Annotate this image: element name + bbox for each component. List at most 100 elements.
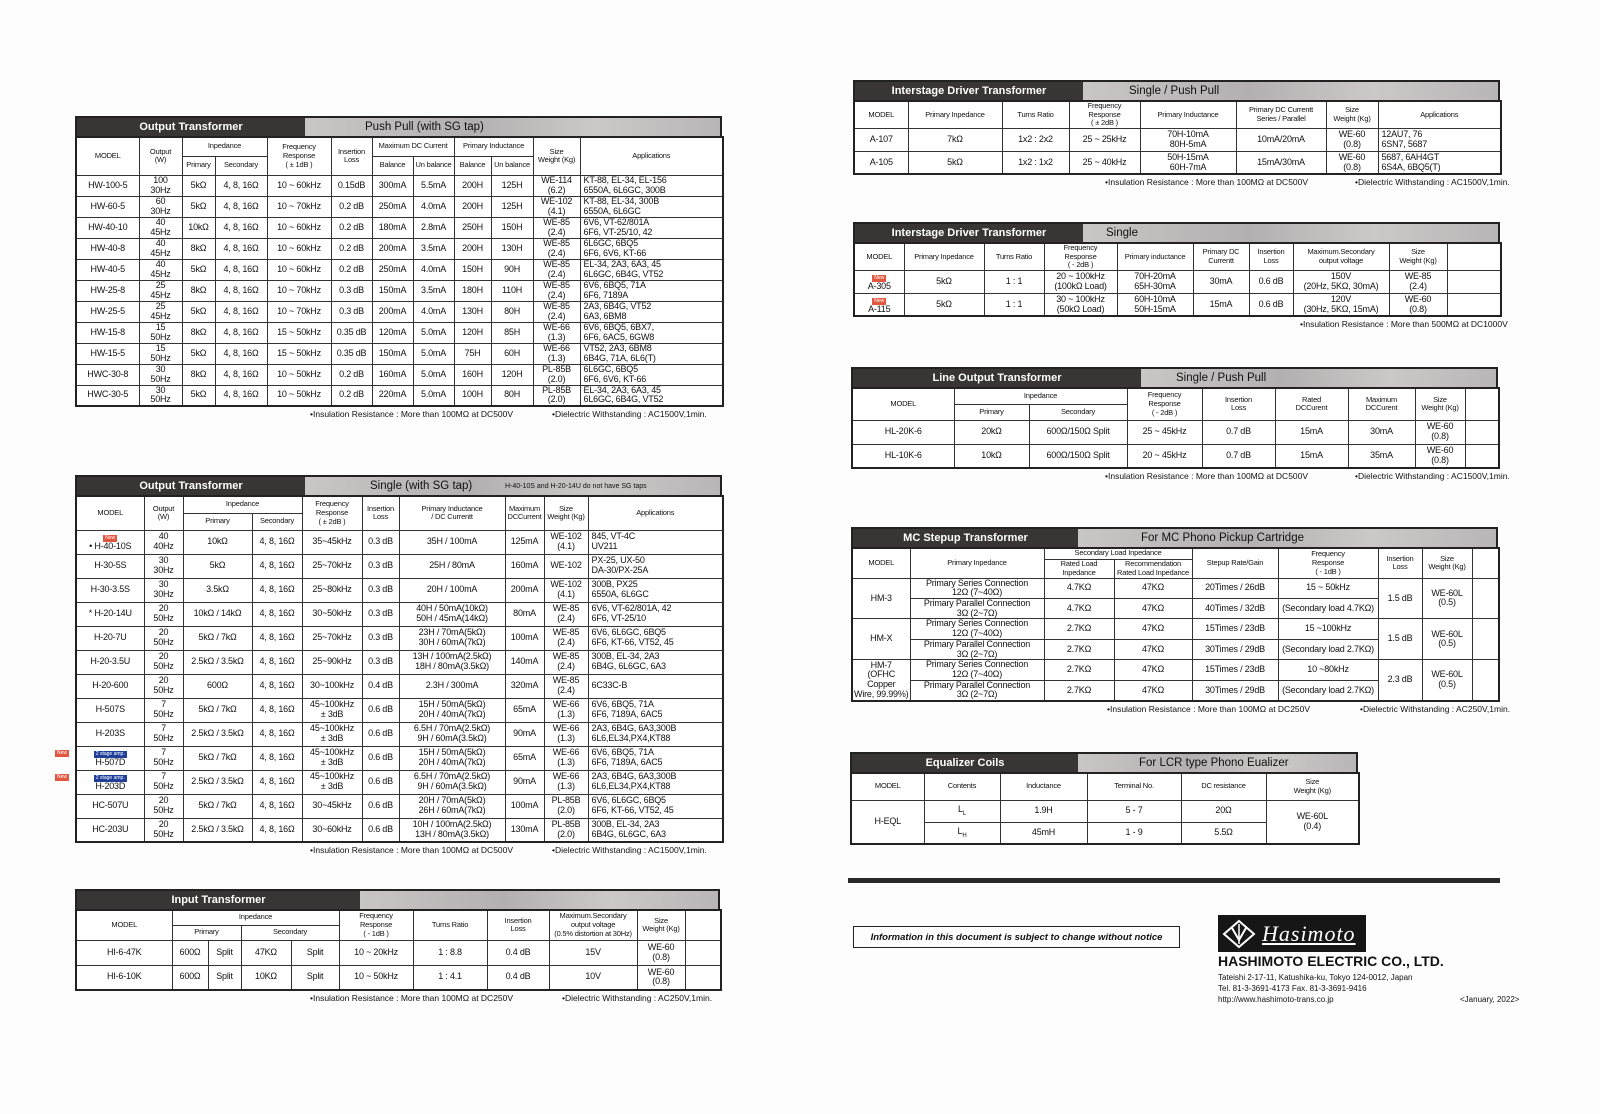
cell-value: 7 50Hz (153, 771, 174, 791)
spec-cell: 5.0mA (412, 384, 455, 407)
spec-cell: (Secondary load 4.7KΩ) (1277, 597, 1379, 620)
cell-value: 35mA (1370, 449, 1393, 460)
spec-cell: 60H (490, 342, 534, 365)
cell-value: 4, 8, 16Ω (259, 752, 295, 763)
cell-value: PX-25, UX-50 DA-30/PX-25A (591, 555, 649, 575)
cell-value: 10 ~80kHz (1307, 664, 1349, 675)
cell-value: WE-60L (0.5) (1431, 587, 1463, 608)
spec-cell: 47KΩ (1113, 618, 1193, 640)
spec-cell: WE-60 (0.8) (636, 964, 686, 991)
cell-value: WE-85 (2.4) (552, 627, 580, 647)
cell-value: Primary Parallel Connection 3Ω (2~7Ω) (923, 598, 1031, 618)
spec-cell: 45mH (999, 821, 1088, 845)
spec-cell (1464, 443, 1500, 469)
spec-cell: 80H (490, 300, 534, 323)
cell-value: 200mA (510, 584, 539, 595)
cell-value: 25 ~ 45kHz (1142, 426, 1187, 437)
cell-value: 30~45kHz (312, 800, 352, 811)
cell-value: 6V6, 6BQ5, 6BX7, 6F6, 6AC5, 6GW8 (583, 322, 655, 342)
spec-cell: 1.5 dB (1377, 577, 1423, 620)
spec-cell: 130H (453, 300, 492, 323)
column-header: Size Weight (Kg) (1325, 100, 1379, 129)
cell-value: 8kΩ (190, 368, 207, 379)
company-website[interactable]: http://www.hashimoto-trans.co.jp (1218, 995, 1334, 1004)
spec-cell: PL-85B (2.0) (543, 817, 589, 843)
column-header: Stepup Rate/Gain (1191, 547, 1279, 579)
spec-cell (1464, 419, 1500, 445)
spec-cell: 4, 8, 16Ω (251, 769, 303, 795)
cell-value: 200H (462, 179, 483, 190)
spec-cell: 15H / 50mA(5kΩ) 20H / 40mA(7kΩ) (398, 697, 506, 723)
cell-value: 20 50Hz (153, 651, 174, 671)
footnote-dielectric: •Dielectric Withstanding : AC250V,1min. (562, 993, 713, 1003)
cell-value: 4, 8, 16Ω (259, 728, 295, 739)
table-subtitle: Single (with SG tap) (305, 477, 720, 495)
cell-value: Primary Parallel Connection 3Ω (2~7Ω) (923, 639, 1031, 659)
cell-value: 200H (462, 242, 483, 253)
column-header: Frequency Response ( - 2dB ) (1043, 242, 1118, 271)
spec-cell: WE-85 (2.4) (1388, 269, 1448, 294)
spec-cell: 0.6 dB (1248, 292, 1294, 317)
spec-cell (1471, 659, 1500, 702)
cell-value: 120mA (378, 326, 407, 337)
applications-cell: 6V6, 6BQ5, 71A 6F6, 7189A, 6AC5 (587, 697, 724, 723)
column-header: Primary Inductance (1139, 100, 1237, 129)
spec-cell: 110H (490, 279, 534, 302)
cell-value: PL-85B (2.0) (542, 385, 571, 405)
spec-cell: 180H (453, 279, 492, 302)
spec-cell: 13H / 100mA(2.5kΩ) 18H / 80mA(3.5kΩ) (398, 649, 506, 675)
cell-value: 150mA (378, 284, 407, 295)
spec-cell: 2.7KΩ (1043, 618, 1115, 640)
spec-cell: 7 50Hz (143, 721, 184, 747)
table-footnotes: •Insulation Resistance : More than 100MΩ… (75, 409, 722, 425)
cell-value: 13H / 100mA(2.5kΩ) 18H / 80mA(3.5kΩ) (412, 651, 492, 671)
cell-value: 6V6, 6BQ5, 71A 6F6, 7189A, 6AC5 (591, 747, 663, 767)
cell-value: PL-85B (2.0) (551, 819, 581, 839)
spec-cell: 25H / 80mA (398, 553, 506, 579)
spec-cell: 40Times / 32dB (1191, 597, 1279, 620)
cell-value: 10 ~ 60kHz (277, 242, 321, 253)
cell-value: 25~70kHz (312, 632, 352, 643)
cell-value: 25H / 80mA (429, 560, 475, 571)
spec-cell: 20 50Hz (143, 601, 184, 627)
cell-value: WE-102 (4.1) (550, 531, 582, 551)
model-cell: A-105 (853, 150, 909, 175)
model-name: H-EQL (874, 815, 901, 826)
cell-value: 600Ω (179, 971, 201, 982)
cell-value: 30~60kHz (312, 823, 352, 834)
cell-value: 10 ~ 50kHz (354, 971, 398, 982)
cell-value: 45~100kHz ± 3dB (310, 723, 354, 743)
spec-cell: WE-85 (2.4) (543, 649, 589, 675)
column-header: Terminal No. (1086, 772, 1182, 801)
spec-cell: 20 50Hz (143, 625, 184, 651)
cell-value: 10 ~ 50kHz (277, 368, 321, 379)
cell-value: 5kΩ (947, 156, 963, 167)
footnote-insulation: •Insulation Resistance : More than 100MΩ… (1107, 704, 1311, 715)
cell-value: 80H (504, 389, 520, 400)
table-subtitle: For LCR type Phono Eualizer (1078, 754, 1356, 772)
model-name: HW-40-8 (90, 242, 126, 253)
spec-cell: 15mA (1192, 292, 1250, 317)
column-header: Insertion Loss (1248, 242, 1294, 271)
footnote-insulation: •Insulation Resistance : More than 100MΩ… (310, 409, 514, 419)
column-header: Size Weight (Kg) (532, 136, 581, 176)
spec-cell: 4.0mA (412, 258, 455, 281)
header-row: MODEL Primary Inpedance Secondary Load Inp… (851, 547, 1500, 579)
spec-cell: 0.4 dB (486, 964, 550, 991)
cell-value: 8kΩ (190, 326, 207, 337)
cell-value: 40 40Hz (153, 531, 174, 551)
table-line_out: Line Output Transformer Single / Push Pul… (851, 367, 1510, 487)
spec-cell: 10 ~ 60kHz (266, 174, 332, 197)
footnote-insulation: •Insulation Resistance : More than 500MΩ… (1300, 319, 1508, 330)
cell-value: WE-66 (1.3) (552, 747, 580, 767)
spec-cell: 120H (453, 321, 492, 344)
applications-cell: 845, VT-4C UV211 (587, 529, 724, 555)
spec-cell (684, 939, 722, 966)
cell-value: 45~100kHz ± 3dB (310, 771, 354, 791)
column-header: Primary Inpedance (903, 242, 985, 271)
column-header: Primary inductance (1116, 242, 1194, 271)
applications-cell: EL-34, 2A3, 6A3, 45 6L6GC, 6B4G, VT52 (579, 384, 724, 407)
spec-cell: 85H (490, 321, 534, 344)
cell-value: 80H (504, 305, 520, 316)
spec-cell: Split (207, 964, 242, 991)
